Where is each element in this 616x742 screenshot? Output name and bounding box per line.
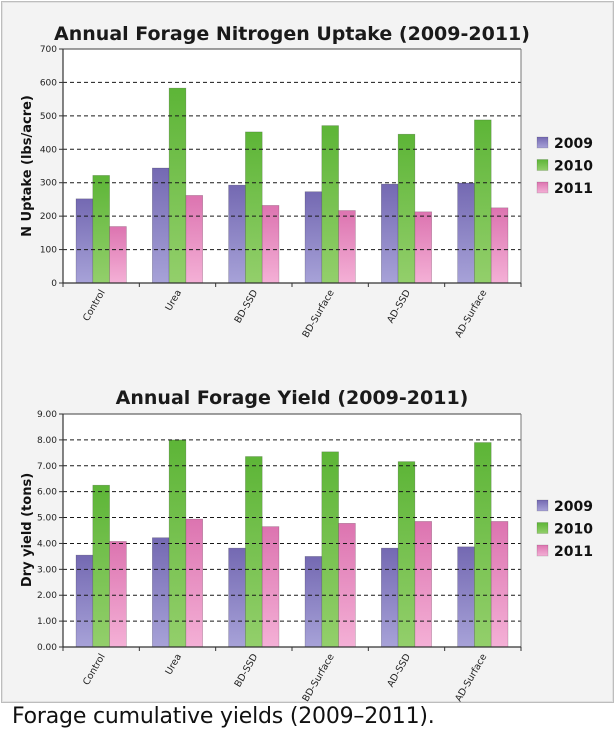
chart-title: Annual Forage Nitrogen Uptake (2009-2011… bbox=[54, 23, 530, 45]
x-tick-label: AD-Surface bbox=[453, 652, 489, 704]
y-tick-label: 5.00 bbox=[37, 514, 57, 524]
x-tick-label: AD-Surface bbox=[453, 288, 489, 340]
legend-label: 2009 bbox=[554, 136, 593, 152]
y-tick-label: 100 bbox=[40, 246, 57, 256]
bar-ad-ssd-2011 bbox=[414, 211, 432, 284]
plot-area bbox=[63, 414, 521, 647]
bar-bd-ssd-2010 bbox=[245, 131, 263, 284]
gridlines bbox=[63, 81, 521, 251]
x-tick-label: Urea bbox=[163, 288, 184, 313]
chart-forage-yield: Annual Forage Yield (2009-2011) Dry yiel… bbox=[20, 387, 593, 704]
chart-title: Annual Forage Yield (2009-2011) bbox=[116, 387, 469, 409]
x-tick-label: AD-SSD bbox=[385, 288, 413, 325]
y-tick-label: 1.00 bbox=[37, 617, 57, 627]
legend-swatch bbox=[536, 181, 549, 194]
y-tick-label: 7.00 bbox=[37, 462, 57, 472]
x-tick-label: Control bbox=[81, 288, 108, 323]
bar-ad-surface-2011 bbox=[490, 207, 509, 284]
legend-item-2010: 2010 bbox=[536, 522, 593, 538]
bar-control-2011 bbox=[109, 541, 127, 648]
bar-bd-ssd-2010 bbox=[245, 456, 263, 648]
bar-ad-surface-2010 bbox=[474, 119, 492, 284]
bar-ad-ssd-2011 bbox=[414, 521, 432, 648]
bar-bd-surface-2011 bbox=[338, 210, 356, 284]
legend-swatch bbox=[536, 136, 549, 149]
bar-bd-surface-2011 bbox=[338, 522, 356, 648]
y-tick-label: 2.00 bbox=[37, 591, 57, 601]
legend-item-2011: 2011 bbox=[536, 544, 593, 560]
legend-label: 2009 bbox=[554, 499, 593, 515]
y-tick-label: 400 bbox=[40, 145, 57, 155]
y-tick-label: 0.00 bbox=[37, 643, 57, 653]
y-axis-title: N Uptake (lbs/acre) bbox=[20, 95, 35, 237]
x-tick-labels: Control Urea BD-SSD BD-Surface AD-SSD AD-Surf… bbox=[81, 652, 489, 704]
bar-urea-2011 bbox=[185, 518, 203, 648]
y-tick-label: 500 bbox=[40, 112, 57, 122]
bar-urea-2009 bbox=[152, 167, 170, 284]
y-tick-label: 4.00 bbox=[37, 539, 57, 549]
bar-control-2011 bbox=[109, 226, 127, 284]
legend-label: 2011 bbox=[554, 181, 593, 197]
bar-ad-surface-2010 bbox=[474, 442, 492, 648]
bar-ad-ssd-2009 bbox=[380, 183, 399, 284]
legend: 2009 2010 2011 bbox=[536, 499, 593, 560]
legend-label: 2010 bbox=[554, 159, 593, 175]
x-tick-label: Control bbox=[81, 652, 108, 687]
y-tick-label: 200 bbox=[40, 212, 57, 222]
bar-control-2010 bbox=[92, 484, 110, 648]
x-tick-label: BD-Surface bbox=[301, 652, 337, 704]
bars bbox=[75, 439, 509, 648]
y-tick-label: 8.00 bbox=[37, 436, 57, 446]
bar-bd-ssd-2011 bbox=[261, 205, 280, 284]
legend-swatch bbox=[536, 159, 549, 171]
bar-bd-surface-2009 bbox=[304, 191, 323, 284]
x-tick-label: BD-Surface bbox=[301, 288, 337, 340]
y-tick-label: 0 bbox=[51, 279, 57, 289]
x-tick-label: BD-SSD bbox=[233, 652, 261, 689]
bar-bd-ssd-2009 bbox=[228, 184, 246, 284]
bar-ad-surface-2011 bbox=[490, 521, 509, 648]
y-tick-label: 700 bbox=[40, 45, 57, 55]
gridlines bbox=[63, 439, 521, 622]
bar-bd-ssd-2009 bbox=[228, 547, 246, 648]
y-tick-label: 6.00 bbox=[37, 488, 57, 498]
bar-control-2009 bbox=[75, 198, 94, 284]
x-tick-label: AD-SSD bbox=[385, 652, 413, 689]
legend-item-2009: 2009 bbox=[536, 136, 593, 152]
bar-urea-2009 bbox=[152, 537, 170, 648]
x-tick-labels: Control Urea BD-SSD BD-Surface AD-SSD AD-Surf… bbox=[81, 288, 489, 340]
bar-control-2010 bbox=[92, 175, 110, 284]
legend: 2009 2010 2011 bbox=[536, 136, 593, 197]
bar-urea-2010 bbox=[168, 87, 187, 284]
y-tick-label: 9.00 bbox=[37, 410, 57, 420]
legend-swatch bbox=[536, 522, 549, 534]
legend-item-2009: 2009 bbox=[536, 499, 593, 515]
bar-urea-2011 bbox=[185, 195, 203, 284]
y-axis-title: Dry yield (tons) bbox=[20, 473, 35, 587]
bar-ad-ssd-2010 bbox=[397, 133, 416, 284]
bar-ad-surface-2009 bbox=[457, 546, 475, 648]
x-tick-label: Urea bbox=[163, 652, 184, 677]
legend-label: 2010 bbox=[554, 522, 593, 538]
legend-item-2010: 2010 bbox=[536, 159, 593, 175]
bars bbox=[75, 87, 509, 284]
y-tick-label: 3.00 bbox=[37, 565, 57, 575]
plot-area bbox=[63, 49, 521, 283]
bar-bd-surface-2009 bbox=[304, 556, 323, 648]
figure-caption: Forage cumulative yields (2009–2011). bbox=[12, 704, 435, 729]
y-tick-label: 300 bbox=[40, 179, 57, 189]
legend-swatch bbox=[536, 544, 549, 557]
legend-label: 2011 bbox=[554, 544, 593, 560]
bar-bd-ssd-2011 bbox=[261, 526, 280, 648]
x-tick-label: BD-SSD bbox=[233, 288, 261, 325]
legend-swatch bbox=[536, 499, 549, 512]
bar-ad-surface-2009 bbox=[457, 182, 475, 284]
chart-nitrogen-uptake: Annual Forage Nitrogen Uptake (2009-2011… bbox=[20, 23, 593, 340]
y-tick-label: 600 bbox=[40, 78, 57, 88]
bar-ad-ssd-2009 bbox=[380, 547, 399, 648]
legend-item-2011: 2011 bbox=[536, 181, 593, 197]
bar-ad-ssd-2010 bbox=[397, 461, 416, 648]
bar-bd-surface-2010 bbox=[321, 451, 339, 648]
